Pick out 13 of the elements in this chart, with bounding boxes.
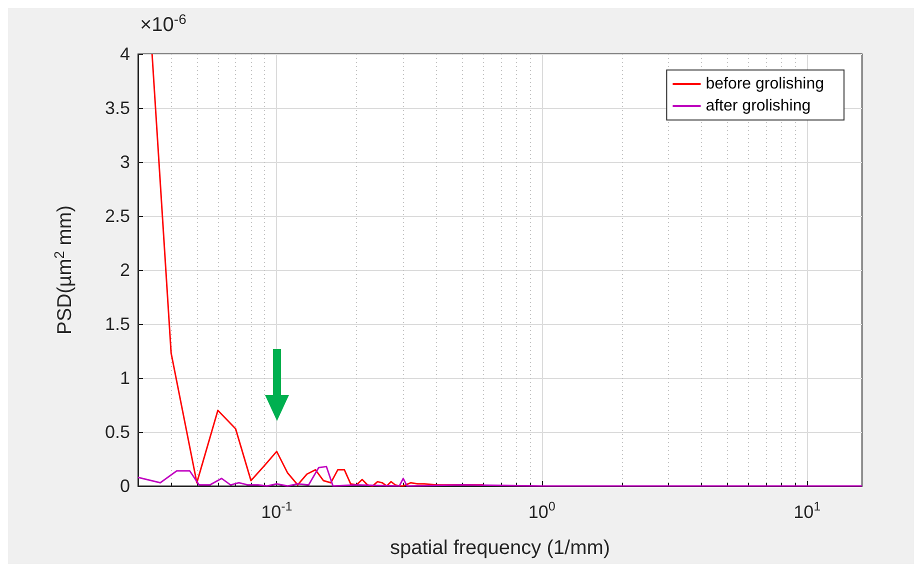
legend-label: after grolishing <box>706 98 811 114</box>
legend-label: before grolishing <box>706 76 824 92</box>
y-tick-label: 1 <box>120 368 130 388</box>
x-axis-title: spatial frequency (1/mm) <box>390 537 610 559</box>
y-tick-label: 0.5 <box>104 422 130 442</box>
y-tick-label: 1.5 <box>104 314 130 334</box>
y-axis-title: PSD(µm2 mm) <box>51 205 76 335</box>
y-tick-label: 0 <box>120 476 130 496</box>
y-tick-label: 3.5 <box>104 98 130 118</box>
y-tick-label: 2.5 <box>104 206 130 226</box>
y-tick-label: 3 <box>120 152 130 172</box>
y-tick-label: 2 <box>120 260 130 280</box>
y-tick-label: 4 <box>120 44 130 64</box>
